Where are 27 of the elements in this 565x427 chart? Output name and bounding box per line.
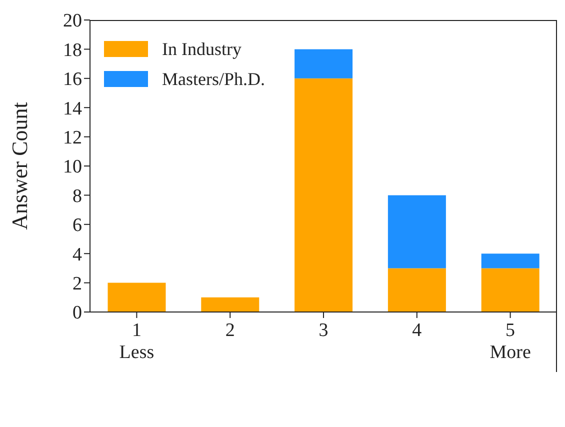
bar — [294, 78, 353, 312]
x-tick-label: 2 — [225, 320, 235, 341]
y-tick-label: 20 — [63, 10, 82, 32]
x-tick-label: 5 More — [490, 320, 531, 363]
legend-label: In Industry — [162, 38, 242, 60]
y-tick-label: 4 — [72, 244, 82, 266]
y-tick-label: 12 — [63, 128, 82, 149]
x-tick-label: 3 — [318, 320, 328, 341]
y-tick-label: 6 — [72, 215, 82, 236]
bar — [481, 254, 540, 268]
y-tick-label: 8 — [72, 186, 82, 207]
y-tick-label: 0 — [72, 302, 82, 324]
bar — [108, 282, 166, 312]
bar — [201, 297, 260, 312]
y-tick-label: 10 — [63, 156, 82, 178]
y-tick-label: 18 — [63, 40, 82, 61]
bar — [388, 268, 446, 312]
y-axis-title: Answer Count — [6, 102, 32, 230]
legend-label: Masters/Ph.D. — [162, 68, 265, 90]
x-tick-label: 1 Less — [119, 320, 154, 363]
y-tick-label: 2 — [72, 274, 82, 295]
y-tick-label: 16 — [63, 69, 82, 90]
bar — [294, 49, 353, 78]
y-tick-label: 14 — [63, 98, 82, 120]
bar — [481, 268, 540, 312]
x-tick-label: 4 — [412, 320, 422, 341]
bar — [388, 195, 446, 268]
